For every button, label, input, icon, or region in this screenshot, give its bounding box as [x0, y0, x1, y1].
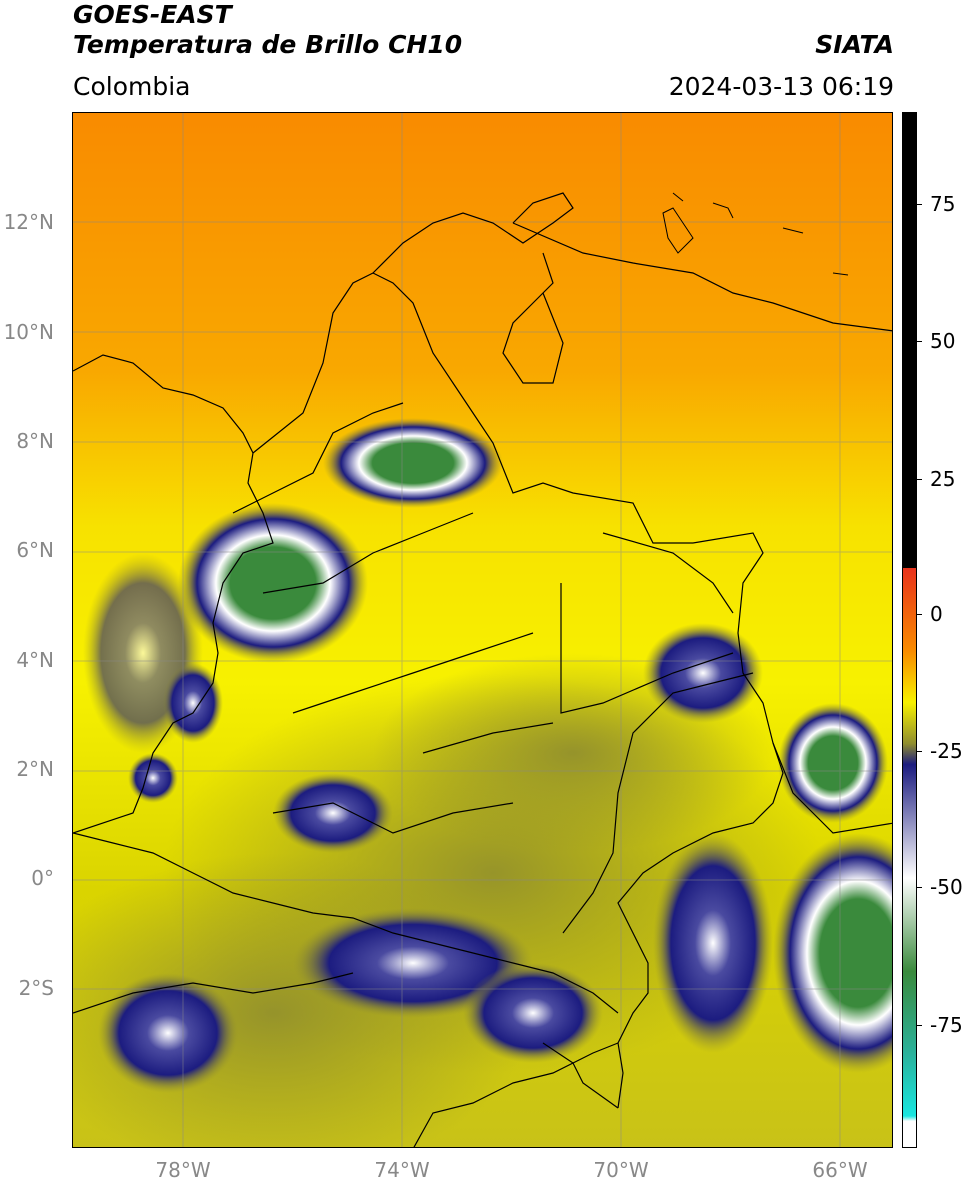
lat-label: 0°: [31, 866, 54, 890]
satellite-title: GOES-EAST: [73, 0, 232, 29]
colorbar-label: 25: [930, 467, 956, 491]
lat-label: 12°N: [3, 210, 54, 234]
region-label: Colombia: [73, 72, 191, 101]
colorbar-label: -25: [930, 739, 963, 763]
colorbar-tick: [917, 614, 922, 615]
colorbar-label: -75: [930, 1013, 963, 1037]
colorbar-tick: [917, 204, 922, 205]
satellite-map[interactable]: [72, 112, 893, 1148]
colorbar-label: -50: [930, 875, 963, 899]
source-label: SIATA: [815, 30, 894, 59]
lon-label: 66°W: [812, 1158, 868, 1182]
lat-label: 8°N: [16, 429, 54, 453]
lon-label: 70°W: [593, 1158, 649, 1182]
colorbar-tick: [917, 1025, 922, 1026]
lon-label: 74°W: [374, 1158, 430, 1182]
colorbar-tick: [917, 887, 922, 888]
timestamp-label: 2024-03-13 06:19: [668, 72, 894, 101]
lat-label: 4°N: [16, 648, 54, 672]
colorbar-tick: [917, 341, 922, 342]
lat-label: 10°N: [3, 320, 54, 344]
colorbar-tick: [917, 479, 922, 480]
title-block: GOES-EAST Temperatura de Brillo CH10 Col…: [73, 0, 462, 102]
borders: [73, 192, 892, 1147]
islands: [662, 192, 849, 276]
product-title: Temperatura de Brillo CH10: [73, 30, 463, 59]
colorbar-tick: [917, 751, 922, 752]
graticule: [73, 113, 892, 1147]
source-block: SIATA 2024-03-13 06:19: [669, 30, 894, 102]
lon-label: 78°W: [155, 1158, 211, 1182]
lat-label: 2°N: [16, 757, 54, 781]
colorbar-label: 0: [930, 602, 943, 626]
colorbar-label: 75: [930, 192, 956, 216]
colorbar-label: 50: [930, 329, 956, 353]
lat-label: 2°S: [18, 976, 54, 1000]
lat-label: 6°N: [16, 538, 54, 562]
map-canvas: [73, 113, 892, 1147]
colorbar: [902, 112, 917, 1148]
